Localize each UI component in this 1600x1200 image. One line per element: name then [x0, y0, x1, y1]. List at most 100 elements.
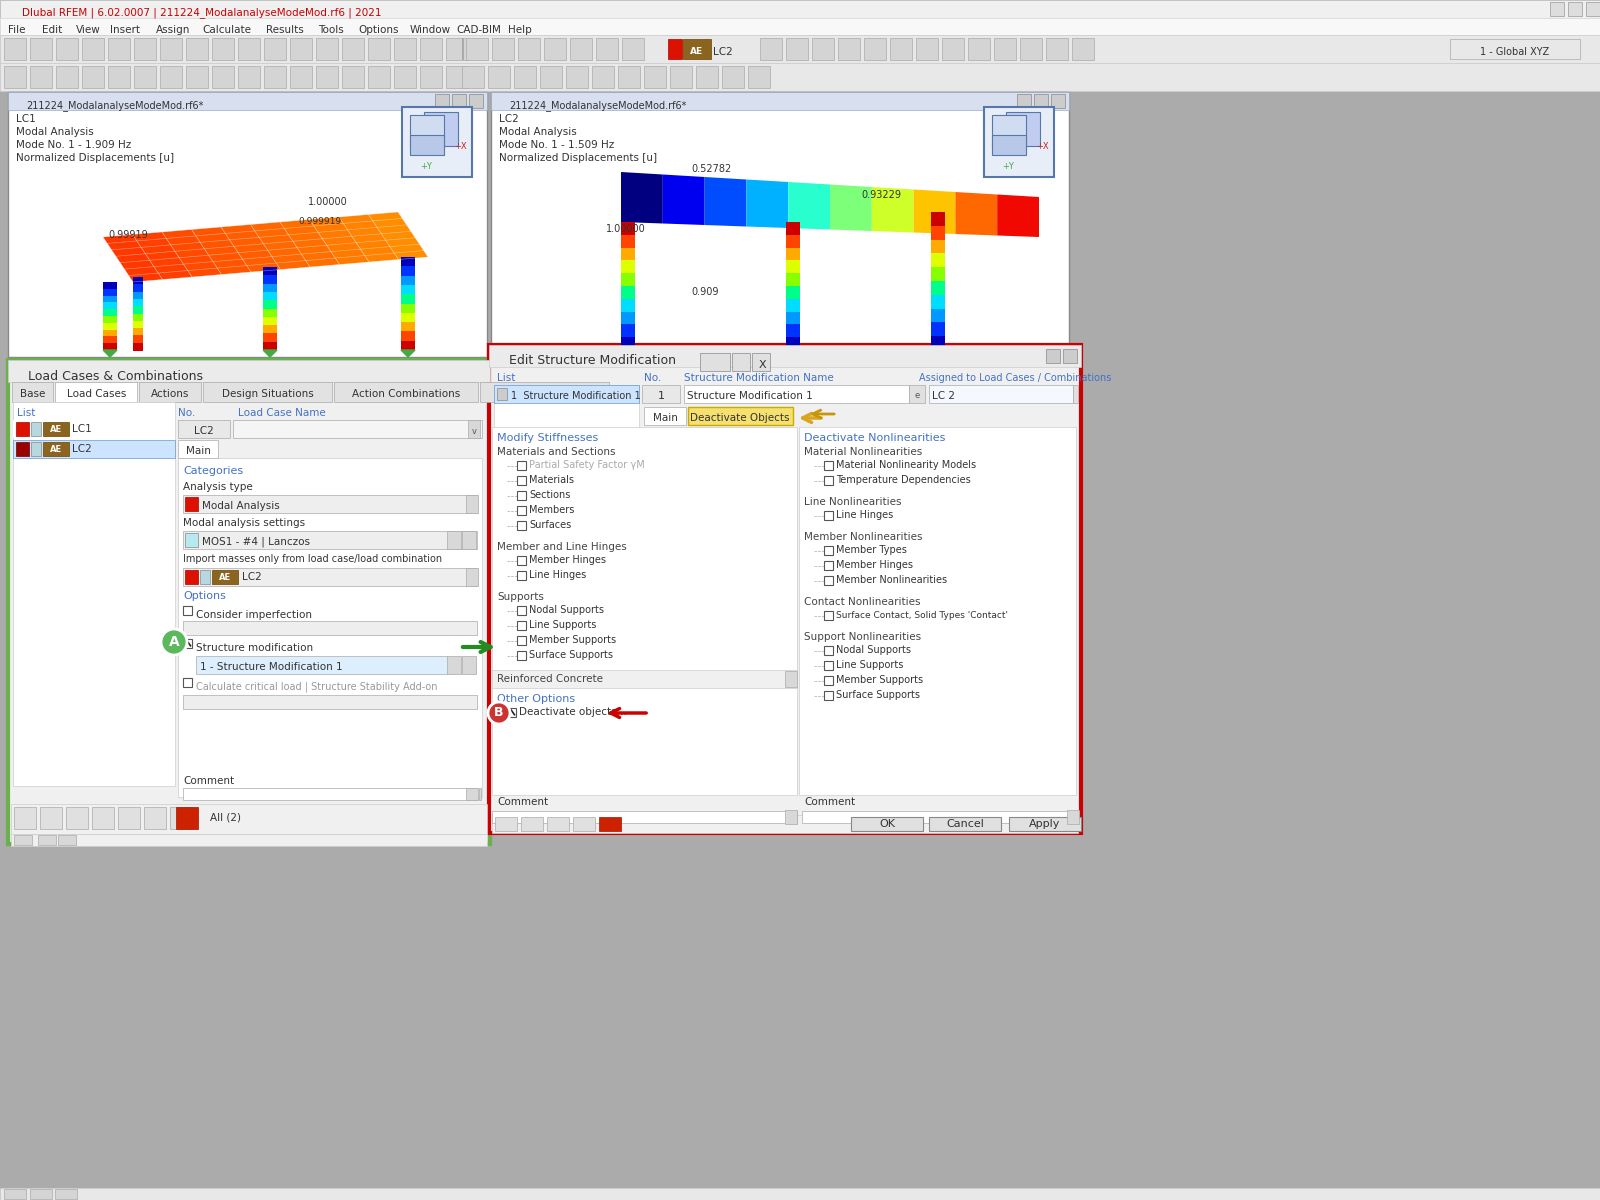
Text: Modal analysis settings: Modal analysis settings: [182, 518, 306, 528]
FancyBboxPatch shape: [0, 91, 1600, 1200]
Text: Materials: Materials: [530, 475, 574, 485]
FancyBboxPatch shape: [824, 611, 834, 620]
FancyBboxPatch shape: [446, 530, 461, 550]
FancyBboxPatch shape: [102, 295, 117, 304]
FancyBboxPatch shape: [931, 336, 946, 350]
FancyBboxPatch shape: [494, 385, 638, 464]
Text: Surface Contact, Solid Types 'Contact': Surface Contact, Solid Types 'Contact': [835, 611, 1008, 619]
FancyBboxPatch shape: [570, 38, 592, 60]
FancyBboxPatch shape: [824, 576, 834, 584]
Circle shape: [488, 702, 510, 724]
FancyBboxPatch shape: [493, 427, 797, 794]
FancyBboxPatch shape: [469, 94, 483, 108]
FancyBboxPatch shape: [618, 66, 640, 88]
Text: Modal Analysis: Modal Analysis: [202, 502, 280, 511]
FancyBboxPatch shape: [824, 476, 834, 485]
FancyBboxPatch shape: [410, 115, 445, 149]
FancyBboxPatch shape: [102, 316, 117, 324]
FancyBboxPatch shape: [102, 323, 117, 330]
FancyBboxPatch shape: [493, 670, 797, 688]
FancyBboxPatch shape: [402, 331, 414, 342]
FancyBboxPatch shape: [670, 66, 691, 88]
Text: 0.99919: 0.99919: [109, 230, 147, 240]
Text: Line Nonlinearities: Line Nonlinearities: [805, 497, 901, 506]
FancyBboxPatch shape: [493, 815, 1078, 833]
Text: Load Cases & Combinations: Load Cases & Combinations: [29, 370, 203, 383]
Text: +Y: +Y: [1002, 162, 1014, 170]
Text: e: e: [914, 391, 920, 401]
Text: −: −: [498, 446, 506, 457]
FancyBboxPatch shape: [402, 304, 414, 313]
FancyBboxPatch shape: [342, 66, 365, 88]
Text: Load Cases: Load Cases: [67, 389, 126, 398]
FancyBboxPatch shape: [786, 38, 808, 60]
FancyBboxPatch shape: [621, 235, 635, 248]
FancyBboxPatch shape: [786, 286, 800, 300]
Text: 1  Structure Modification 1: 1 Structure Modification 1: [510, 391, 640, 401]
Text: Structure Modification 1: Structure Modification 1: [686, 391, 813, 401]
FancyBboxPatch shape: [402, 284, 414, 295]
Text: Line Supports: Line Supports: [530, 620, 597, 630]
FancyBboxPatch shape: [621, 324, 635, 338]
FancyBboxPatch shape: [824, 560, 834, 570]
FancyBboxPatch shape: [621, 312, 635, 325]
FancyBboxPatch shape: [102, 330, 117, 337]
FancyBboxPatch shape: [118, 806, 141, 829]
Text: Material Nonlinearity Models: Material Nonlinearity Models: [835, 460, 976, 470]
FancyBboxPatch shape: [466, 38, 488, 60]
FancyBboxPatch shape: [435, 94, 450, 108]
FancyBboxPatch shape: [30, 442, 42, 456]
Circle shape: [162, 629, 187, 655]
FancyBboxPatch shape: [102, 282, 117, 289]
FancyBboxPatch shape: [186, 38, 208, 60]
Polygon shape: [339, 215, 398, 262]
Polygon shape: [251, 222, 310, 270]
FancyBboxPatch shape: [317, 38, 338, 60]
FancyBboxPatch shape: [968, 38, 990, 60]
FancyBboxPatch shape: [517, 636, 526, 646]
FancyBboxPatch shape: [290, 38, 312, 60]
Text: LC1: LC1: [16, 114, 35, 124]
FancyBboxPatch shape: [402, 257, 414, 268]
FancyBboxPatch shape: [621, 274, 635, 287]
Text: Help: Help: [509, 25, 531, 35]
FancyBboxPatch shape: [394, 66, 416, 88]
FancyBboxPatch shape: [144, 806, 166, 829]
FancyBboxPatch shape: [931, 253, 946, 269]
Text: Mode No. 1 - 1.509 Hz: Mode No. 1 - 1.509 Hz: [499, 140, 614, 150]
FancyBboxPatch shape: [43, 422, 69, 436]
FancyBboxPatch shape: [786, 671, 797, 686]
FancyBboxPatch shape: [186, 497, 198, 511]
FancyBboxPatch shape: [262, 317, 277, 326]
Text: 0.909: 0.909: [691, 287, 718, 296]
Text: 211224_ModalanalyseModeMod.rf6*: 211224_ModalanalyseModeMod.rf6*: [509, 101, 686, 112]
FancyBboxPatch shape: [182, 695, 477, 709]
FancyBboxPatch shape: [82, 66, 104, 88]
Text: File: File: [8, 25, 26, 35]
FancyBboxPatch shape: [182, 530, 477, 550]
Text: MOS1 - #4 | Lanczos: MOS1 - #4 | Lanczos: [202, 536, 310, 547]
FancyBboxPatch shape: [494, 385, 638, 403]
FancyBboxPatch shape: [621, 247, 635, 262]
FancyBboxPatch shape: [38, 835, 56, 845]
Polygon shape: [746, 180, 789, 228]
Text: Normalized Displacements [u]: Normalized Displacements [u]: [16, 152, 174, 163]
Polygon shape: [621, 172, 662, 223]
Text: AE: AE: [219, 572, 230, 582]
Text: Results: Results: [266, 25, 304, 35]
Text: Nodal Supports: Nodal Supports: [530, 605, 605, 614]
FancyBboxPatch shape: [262, 342, 277, 350]
Text: 1 - Structure Modification 1: 1 - Structure Modification 1: [200, 662, 342, 672]
FancyBboxPatch shape: [685, 385, 909, 403]
FancyBboxPatch shape: [786, 274, 800, 287]
FancyBboxPatch shape: [182, 638, 192, 648]
Text: Consider imperfection: Consider imperfection: [195, 610, 312, 620]
FancyBboxPatch shape: [0, 35, 1600, 62]
Text: LC2: LC2: [72, 444, 91, 454]
FancyBboxPatch shape: [3, 1189, 26, 1199]
FancyBboxPatch shape: [211, 66, 234, 88]
FancyBboxPatch shape: [493, 38, 514, 60]
Text: Member Nonlinearities: Member Nonlinearities: [835, 575, 947, 584]
FancyBboxPatch shape: [58, 835, 77, 845]
FancyBboxPatch shape: [134, 66, 157, 88]
